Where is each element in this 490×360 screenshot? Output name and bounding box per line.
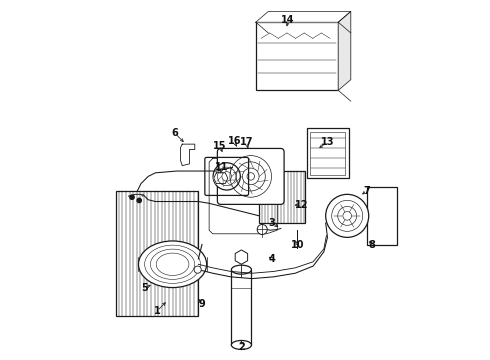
Bar: [116, 191, 198, 316]
Ellipse shape: [231, 265, 251, 274]
Polygon shape: [209, 158, 277, 234]
Text: 6: 6: [172, 129, 178, 138]
Text: 14: 14: [281, 15, 295, 26]
Text: 7: 7: [364, 186, 370, 196]
Ellipse shape: [156, 253, 189, 275]
Text: 1: 1: [154, 306, 161, 316]
Circle shape: [326, 194, 368, 237]
Text: 13: 13: [321, 138, 334, 147]
Bar: [256, 22, 338, 90]
Polygon shape: [338, 12, 351, 90]
Circle shape: [194, 266, 201, 273]
Bar: [231, 270, 251, 345]
Text: 11: 11: [215, 162, 228, 172]
Bar: [367, 187, 397, 244]
Polygon shape: [256, 12, 351, 22]
Circle shape: [257, 225, 267, 234]
Text: 16: 16: [227, 136, 241, 145]
FancyBboxPatch shape: [218, 148, 284, 204]
Text: 9: 9: [198, 299, 205, 309]
Text: 10: 10: [292, 239, 305, 249]
Ellipse shape: [139, 241, 207, 288]
Ellipse shape: [231, 341, 251, 350]
Text: 8: 8: [369, 239, 376, 249]
Polygon shape: [180, 144, 195, 166]
Bar: [259, 171, 305, 223]
Ellipse shape: [145, 245, 200, 283]
Text: 17: 17: [240, 138, 253, 147]
Bar: [307, 128, 349, 178]
Circle shape: [137, 198, 141, 203]
Text: 2: 2: [238, 342, 245, 352]
Text: 4: 4: [269, 254, 275, 264]
Ellipse shape: [150, 249, 195, 279]
Bar: [310, 132, 345, 175]
Text: 15: 15: [213, 141, 227, 151]
Text: 3: 3: [269, 218, 275, 228]
Circle shape: [213, 163, 240, 190]
Text: 12: 12: [295, 200, 308, 210]
Circle shape: [130, 195, 134, 199]
Polygon shape: [214, 173, 228, 184]
Text: 5: 5: [141, 283, 148, 293]
